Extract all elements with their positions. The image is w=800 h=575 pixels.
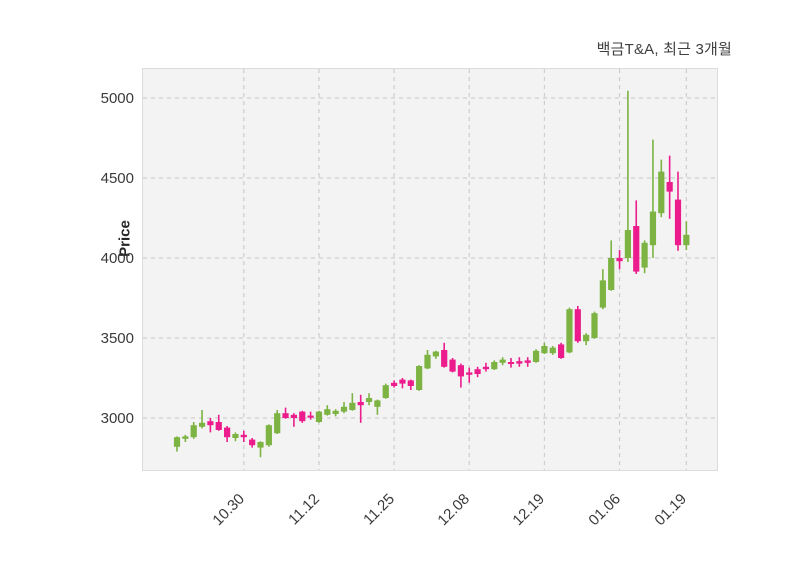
y-tick-label: 3500 [100, 329, 134, 347]
candle-body [574, 309, 581, 342]
candle-body [232, 434, 239, 438]
chart-title: 백금T&A, 최근 3개월 [596, 41, 732, 58]
candle-body [332, 410, 339, 414]
candle-body [190, 425, 197, 438]
candle-body [591, 313, 598, 338]
y-tick-label: 4000 [100, 249, 134, 267]
candle-body [624, 230, 631, 258]
y-tick-label: 3000 [100, 409, 134, 427]
candle-body [674, 199, 682, 246]
candle-body [290, 414, 297, 418]
candle-body [249, 439, 256, 446]
candle-body [265, 425, 272, 446]
candle-body [215, 422, 222, 430]
candle-body [224, 427, 231, 438]
candle-body [399, 379, 406, 384]
candle-body [649, 211, 657, 246]
candle-body [549, 347, 556, 354]
candle-body [507, 362, 515, 364]
candle-body [558, 344, 565, 358]
candle-body [474, 369, 481, 374]
candle-body [524, 360, 531, 363]
candle-body [349, 402, 356, 410]
candle-body [382, 385, 389, 398]
candle-body [516, 361, 523, 364]
candle-body [441, 350, 448, 367]
candle-body [374, 400, 381, 407]
candle-body [491, 362, 498, 370]
candle-body [299, 411, 306, 422]
candle-body [658, 171, 665, 214]
candle-body [432, 351, 439, 357]
candle-body [315, 411, 323, 422]
candle-body [173, 437, 181, 447]
candle-body [482, 366, 490, 370]
candle-body [282, 413, 289, 418]
candle-body [307, 415, 314, 418]
candle-body [532, 350, 540, 362]
candle-body [257, 442, 264, 448]
plot-area [142, 68, 718, 471]
candle-body [633, 226, 640, 272]
candle-body [324, 409, 331, 415]
candle-body [182, 436, 189, 439]
candle-body [683, 234, 690, 246]
candle-body [583, 334, 590, 342]
candle-body [457, 365, 464, 377]
candle-body [466, 372, 473, 375]
y-tick-label: 4500 [100, 169, 134, 187]
candle-body [365, 398, 373, 402]
candle-body [340, 406, 348, 412]
candle-body [416, 366, 423, 390]
candle-body [207, 421, 214, 426]
candle-body [449, 359, 456, 372]
candle-body [616, 258, 623, 262]
y-tick-label: 5000 [100, 89, 134, 107]
candle-body [357, 402, 364, 406]
candle-body [541, 346, 548, 354]
candle-body [240, 434, 247, 438]
candle-body [666, 182, 673, 192]
candle-body [641, 242, 648, 268]
candle-body [499, 359, 506, 363]
candle-body [391, 382, 398, 386]
candle-body [198, 422, 206, 427]
candle-body [274, 413, 281, 434]
candle-body [599, 280, 606, 308]
candle-body [608, 258, 615, 290]
candle-body [424, 354, 431, 369]
candle-body [566, 309, 573, 353]
candle-body [407, 380, 414, 386]
